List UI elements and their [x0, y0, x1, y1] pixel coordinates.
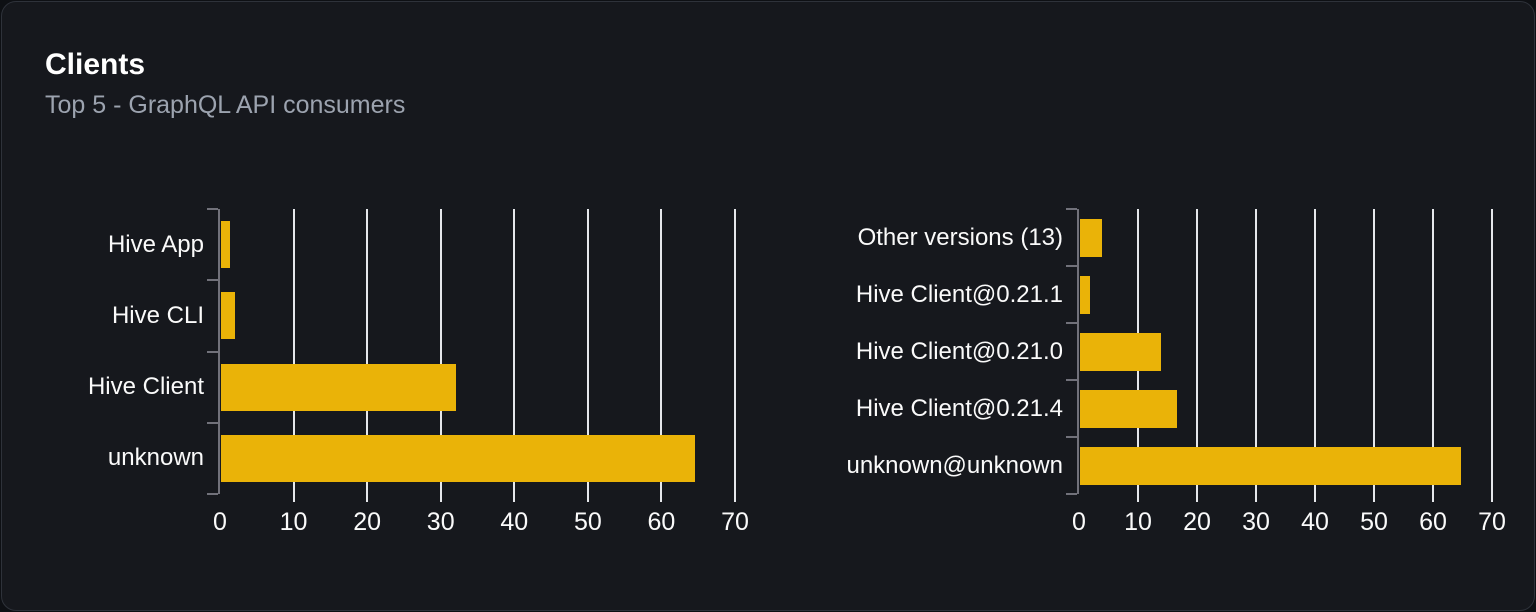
page-subtitle: Top 5 - GraphQL API consumers: [45, 91, 406, 119]
y-axis-tick: [1066, 208, 1077, 210]
category-label: Hive Client: [87, 373, 204, 401]
page-title: Clients: [45, 48, 146, 81]
x-tick-label: 10: [1124, 508, 1152, 536]
x-tick-label: 20: [353, 508, 382, 536]
category-label: Hive App: [107, 230, 204, 258]
y-axis-tick: [1066, 322, 1077, 324]
y-axis-tick: [1066, 436, 1077, 438]
gridline: [1373, 209, 1375, 502]
y-axis-tick: [207, 421, 218, 424]
gridline: [439, 209, 442, 502]
y-axis-tick: [1066, 379, 1077, 381]
category-label: unknown@unknown: [846, 451, 1063, 479]
bar-unknown-unknown[interactable]: [1080, 446, 1462, 485]
gridline: [513, 209, 516, 502]
x-tick-label: 70: [1478, 508, 1506, 536]
category-label: Other versions (13): [857, 223, 1063, 251]
bar-hive-client-0-21-4[interactable]: [1080, 389, 1177, 428]
clients-by-name-chart: Hive App Hive CLI Hive Client unknown 0 10 20 3…: [87, 208, 749, 549]
y-axis-tick: [1066, 493, 1077, 495]
x-tick-label: 30: [1242, 508, 1270, 536]
gridline: [660, 209, 663, 502]
y-axis-tick: [207, 279, 218, 282]
gridline: [1491, 209, 1493, 502]
category-label: Hive Client@0.21.4: [855, 394, 1063, 422]
gridline: [1314, 209, 1316, 502]
bar-hive-client-0-21-0[interactable]: [1080, 332, 1161, 371]
bar-other-versions-13-[interactable]: [1080, 218, 1102, 257]
card-header: Clients Top 5 - GraphQL API consumers: [45, 48, 405, 120]
x-tick-label: 20: [1183, 508, 1211, 536]
clients-by-version-chart: Other versions (13) Hive Client@0.21.1 Hiv…: [846, 208, 1506, 549]
x-tick-label: 40: [1301, 508, 1329, 536]
y-axis-tick: [1066, 265, 1077, 267]
plot-area: 0 10 20 30 40 50 60 70: [1066, 208, 1506, 536]
category-axis: Hive App Hive CLI Hive Client unknown: [87, 209, 204, 494]
y-axis-tick: [207, 493, 218, 495]
gridline: [586, 209, 589, 502]
category-axis: Other versions (13) Hive Client@0.21.1 Hiv…: [846, 209, 1063, 494]
x-tick-label: 70: [721, 508, 749, 536]
category-label: Hive Client@0.21.0: [855, 337, 1063, 365]
x-tick-label: 60: [647, 508, 676, 536]
bar-unknown[interactable]: [221, 434, 695, 482]
x-tick-label: 30: [426, 508, 455, 536]
x-tick-label: 10: [279, 508, 308, 536]
category-label: unknown: [107, 444, 204, 472]
y-axis-tick: [207, 208, 218, 210]
x-tick-label: 40: [500, 508, 529, 536]
category-label: Hive CLI: [111, 301, 204, 329]
x-tick-label: 60: [1419, 508, 1447, 536]
bar-hive-client-0-21-1[interactable]: [1080, 275, 1091, 314]
bar-hive-app[interactable]: [221, 221, 230, 269]
y-axis-tick: [207, 350, 218, 353]
gridline: [1196, 209, 1198, 502]
bar-hive-client[interactable]: [221, 363, 457, 411]
gridline: [1432, 209, 1434, 502]
gridline: [292, 209, 295, 502]
category-label: Hive Client@0.21.1: [855, 280, 1063, 308]
bar-hive-cli[interactable]: [221, 292, 235, 340]
x-tick-label: 50: [573, 508, 602, 536]
gridline: [734, 209, 736, 502]
x-tick-label: 0: [1072, 508, 1086, 536]
plot-area: 0 10 20 30 40 50 60 70: [207, 208, 749, 536]
x-tick-label: 50: [1360, 508, 1388, 536]
gridline: [366, 209, 369, 502]
x-tick-label: 0: [213, 508, 227, 536]
gridline: [1255, 209, 1257, 502]
